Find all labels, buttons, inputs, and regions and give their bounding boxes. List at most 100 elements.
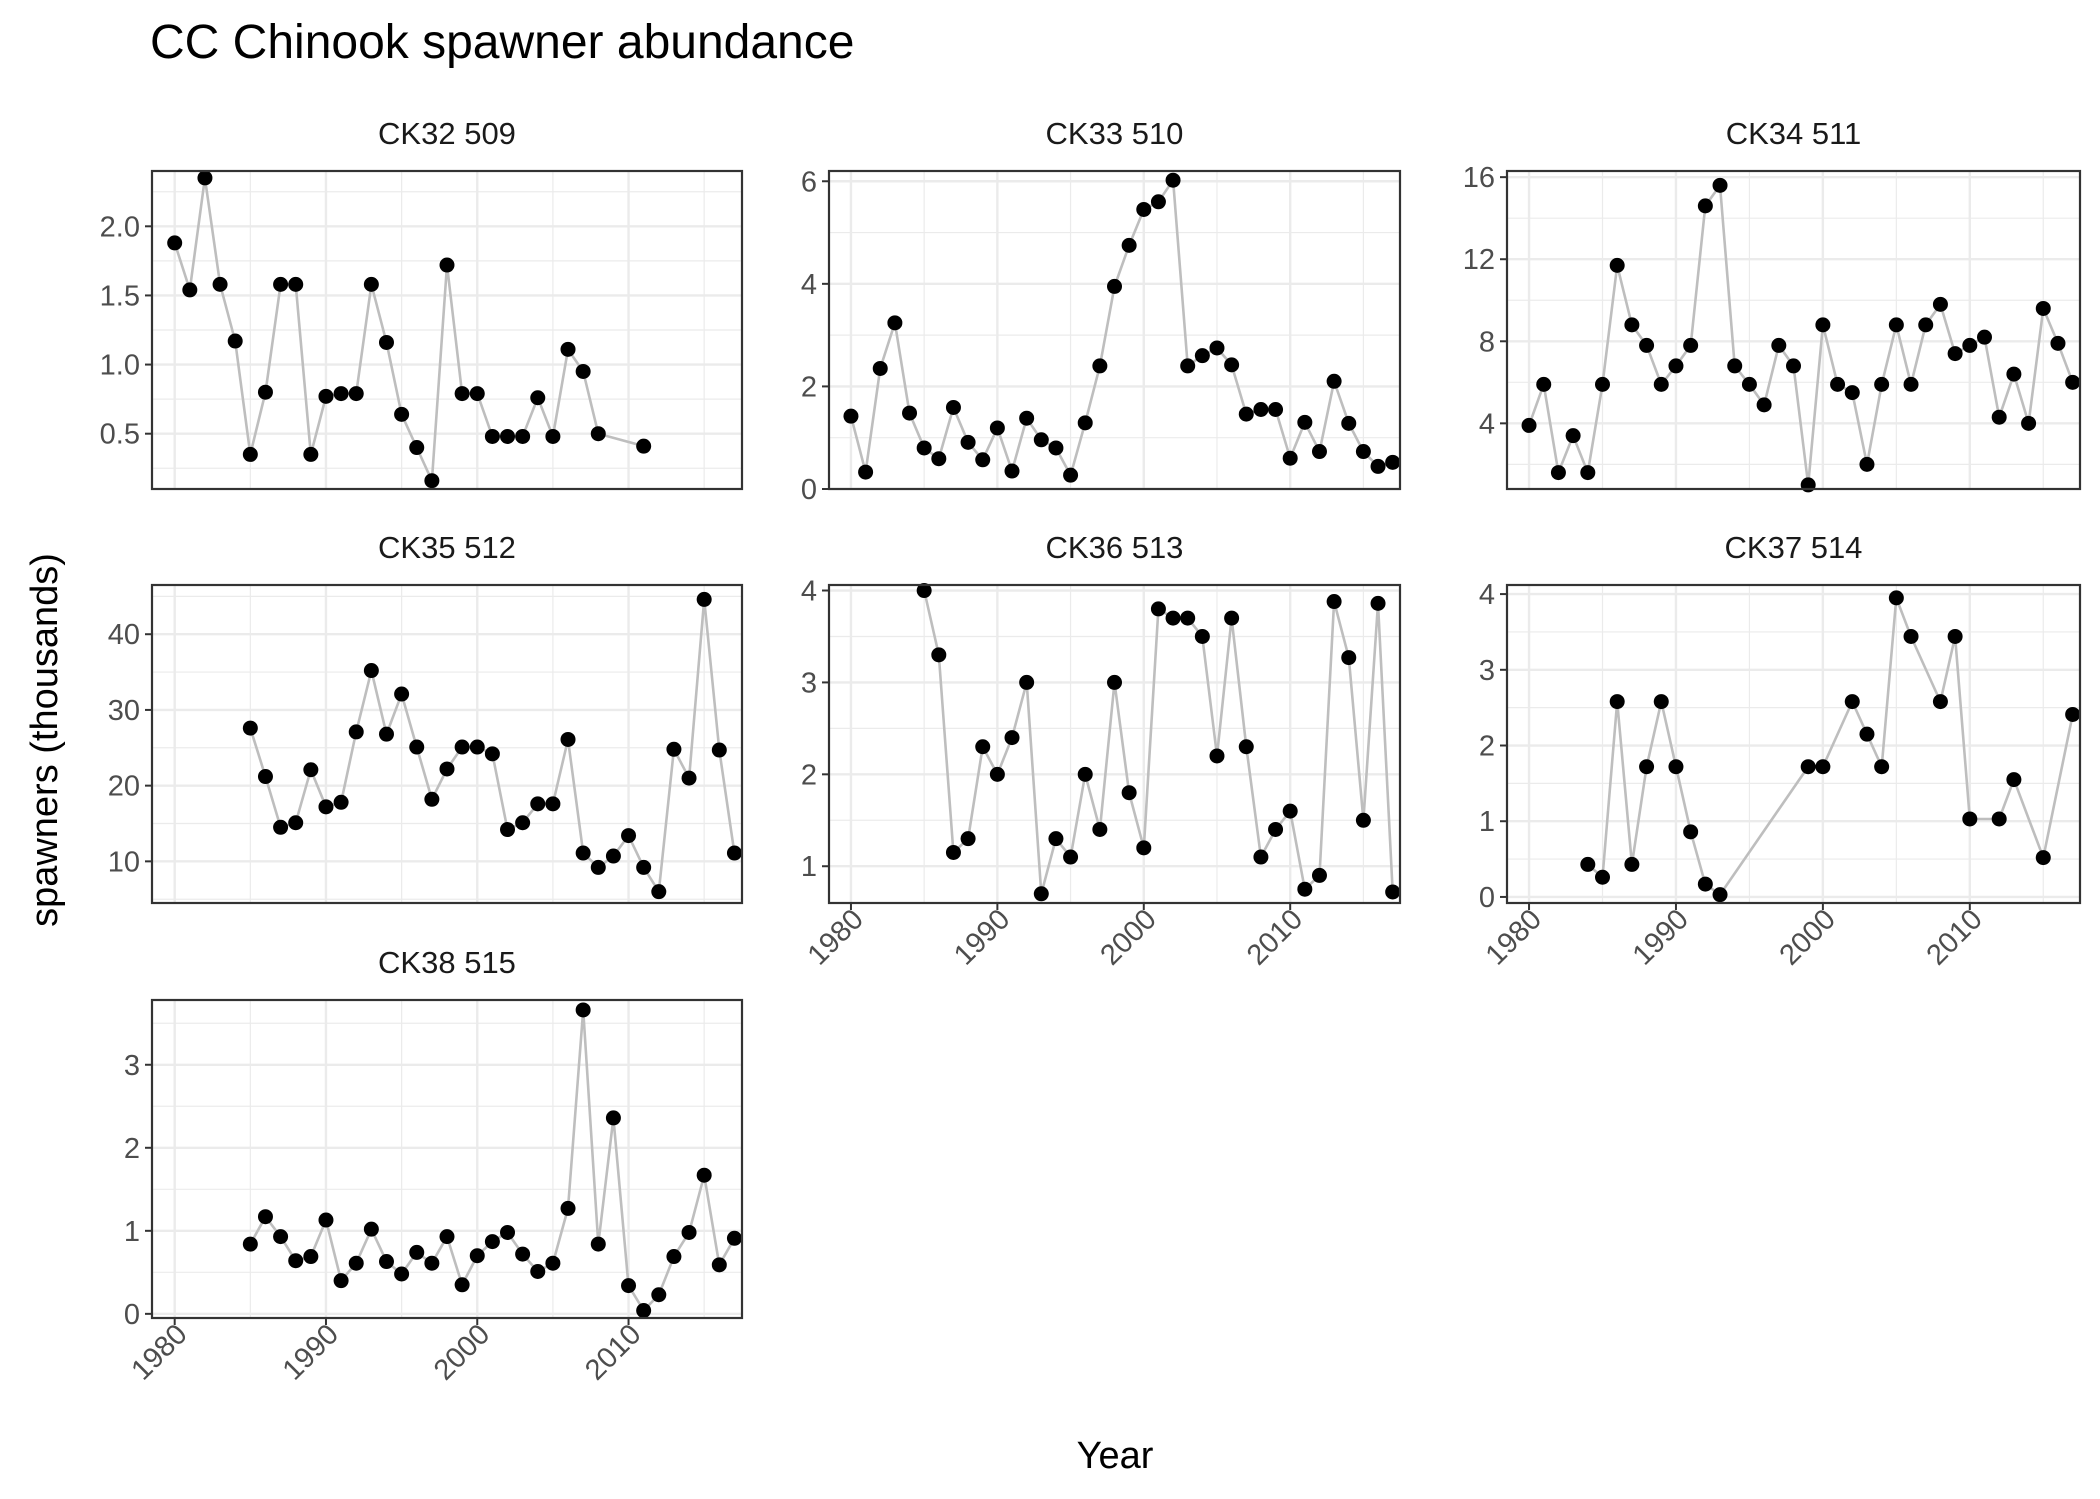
data-point (1683, 824, 1699, 840)
y-tick-label: 1.5 (100, 280, 140, 312)
y-tick-label: 4 (801, 269, 817, 301)
data-point (681, 770, 697, 786)
data-point (1165, 610, 1181, 626)
chart-title: CC Chinook spawner abundance (150, 16, 854, 69)
data-point (333, 794, 349, 810)
data-point (726, 845, 742, 861)
data-point (1370, 458, 1386, 474)
panel-title: CK38 515 (378, 945, 516, 980)
data-point (1609, 257, 1625, 273)
data-point (1355, 444, 1371, 460)
data-point (1815, 317, 1831, 333)
data-point (439, 257, 455, 273)
data-point (1550, 465, 1566, 481)
data-point (2050, 335, 2066, 351)
y-tick-label: 4 (1479, 408, 1495, 440)
panel-title: CK35 512 (378, 530, 516, 565)
data-point (303, 1249, 319, 1265)
data-point (1209, 748, 1225, 764)
y-tick-label: 2 (801, 759, 817, 791)
data-point (1063, 467, 1079, 483)
data-point (257, 384, 273, 400)
data-point (590, 1236, 606, 1252)
data-point (1282, 450, 1298, 466)
data-point (1253, 402, 1269, 417)
data-point (424, 473, 440, 489)
data-point (1639, 337, 1655, 353)
data-point (1580, 465, 1596, 481)
data-point (227, 333, 243, 349)
data-point (887, 315, 903, 331)
panel-border (1505, 583, 2082, 905)
data-point (530, 1264, 546, 1280)
data-point (1565, 428, 1581, 444)
data-point (1121, 237, 1137, 253)
data-point (378, 726, 394, 742)
data-point (726, 1230, 742, 1246)
data-point (1697, 198, 1713, 214)
data-point (363, 663, 379, 679)
data-point (1224, 357, 1240, 373)
data-point (1668, 358, 1684, 374)
data-point (843, 408, 859, 424)
data-point (1859, 456, 1875, 472)
data-point (500, 428, 516, 444)
panel-border (150, 169, 744, 491)
data-point (469, 386, 485, 402)
data-point (960, 831, 976, 847)
y-tick-label: 4 (1479, 579, 1495, 611)
data-point (1048, 440, 1064, 456)
data-point (560, 1200, 576, 1216)
data-point (2006, 366, 2022, 382)
y-tick-label: 3 (1479, 655, 1495, 687)
data-point (621, 1278, 637, 1294)
data-point (530, 390, 546, 406)
y-tick-label: 12 (1463, 244, 1495, 276)
data-point (273, 1229, 289, 1245)
data-point (1815, 759, 1831, 775)
data-point (484, 1234, 500, 1250)
data-point (1326, 594, 1342, 610)
y-tick-label: 2 (1479, 731, 1495, 763)
data-point (636, 859, 652, 875)
data-point (469, 1248, 485, 1264)
data-point (1311, 444, 1327, 460)
data-point (2065, 706, 2081, 722)
data-point (1370, 595, 1386, 611)
data-point (931, 451, 947, 467)
data-point (484, 428, 500, 444)
data-point (469, 739, 485, 755)
data-point (303, 762, 319, 778)
data-point (2065, 374, 2081, 390)
data-point (1580, 856, 1596, 872)
data-point (1639, 759, 1655, 775)
data-point (1653, 376, 1669, 392)
data-point (651, 884, 667, 900)
data-point (1004, 463, 1020, 479)
data-point (515, 1246, 531, 1262)
panel-border (150, 998, 744, 1320)
data-point (318, 1212, 334, 1228)
y-tick-label: 8 (1479, 326, 1495, 358)
data-point (409, 440, 425, 456)
data-point (696, 591, 712, 607)
data-point (1874, 376, 1890, 392)
data-point (1844, 694, 1860, 710)
data-point (318, 388, 334, 404)
data-point (394, 686, 410, 702)
data-point (1830, 376, 1846, 392)
panels-group: CK32 509 0.5 1.0 1.5 2.0 CK33 510 0 2 4 6 CK34 511… (100, 116, 2082, 1387)
data-point (858, 464, 874, 480)
data-point (500, 1224, 516, 1240)
data-point (242, 720, 258, 736)
data-point (1326, 373, 1342, 389)
data-point (1092, 821, 1108, 837)
y-tick-label: 3 (801, 667, 817, 699)
data-point (666, 1249, 682, 1265)
x-axis-label: Year (1077, 1435, 1154, 1477)
data-point (545, 796, 561, 812)
y-tick-label: 16 (1463, 162, 1495, 194)
data-point (1063, 849, 1079, 865)
data-point (1991, 811, 2007, 827)
panel-border (1505, 169, 2082, 491)
